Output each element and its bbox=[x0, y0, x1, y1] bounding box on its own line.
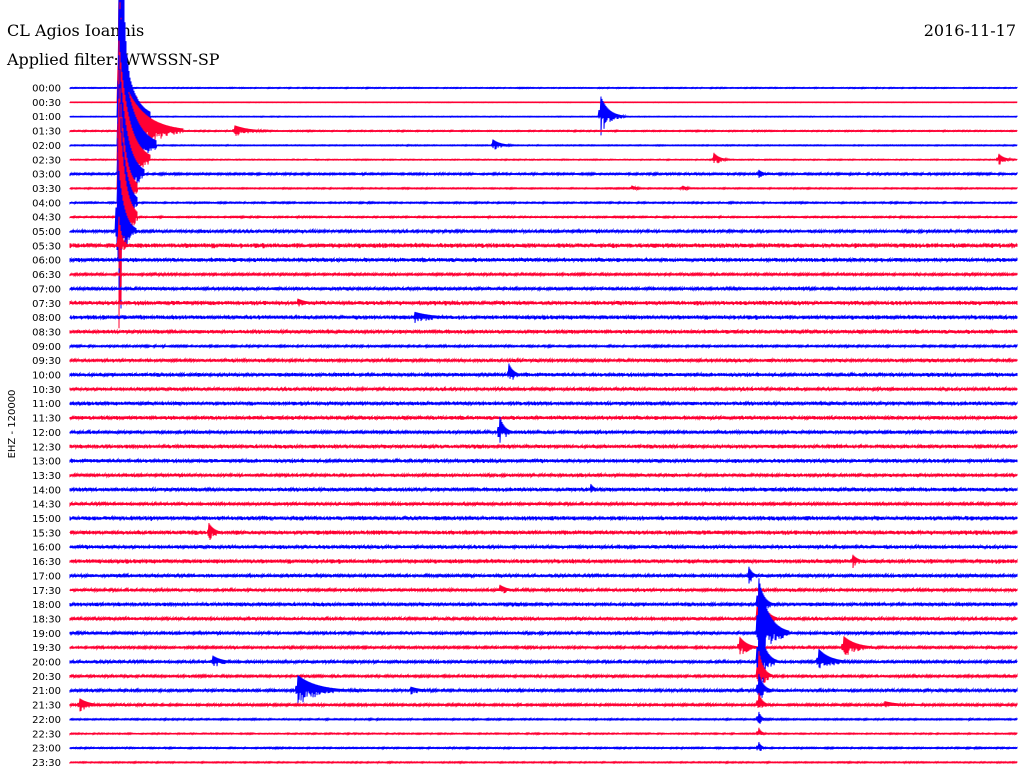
trace-line bbox=[69, 98, 1018, 329]
time-tick-label: 09:00 bbox=[32, 342, 61, 353]
time-tick-label: 14:00 bbox=[32, 485, 61, 496]
trace-line bbox=[69, 584, 1018, 594]
trace-line bbox=[69, 416, 1018, 443]
time-tick-label: 17:30 bbox=[32, 586, 61, 597]
trace-line bbox=[69, 0, 1018, 185]
trace-line bbox=[69, 26, 1018, 220]
time-tick-label: 13:30 bbox=[32, 471, 61, 482]
trace-line bbox=[69, 363, 1018, 380]
time-tick-label: 18:30 bbox=[32, 614, 61, 625]
time-tick-label: 06:30 bbox=[32, 270, 61, 281]
time-tick-label: 12:00 bbox=[32, 428, 61, 439]
time-tick-label: 15:30 bbox=[32, 528, 61, 539]
trace-line bbox=[69, 483, 1018, 493]
trace-line bbox=[69, 579, 1018, 620]
time-tick-label: 07:00 bbox=[32, 284, 61, 295]
time-tick-label: 20:30 bbox=[32, 672, 61, 683]
time-tick-label: 10:30 bbox=[32, 385, 61, 396]
time-tick-label: 03:30 bbox=[32, 184, 61, 195]
time-tick-label: 05:30 bbox=[32, 241, 61, 252]
time-tick-label: 02:00 bbox=[32, 141, 61, 152]
time-tick-label: 08:00 bbox=[32, 313, 61, 324]
time-tick-label: 19:00 bbox=[32, 629, 61, 640]
time-tick-label: 12:30 bbox=[32, 442, 61, 453]
trace-line bbox=[69, 673, 1018, 704]
time-tick-label: 03:00 bbox=[32, 170, 61, 181]
time-tick-label: 21:30 bbox=[32, 701, 61, 712]
time-tick-label: 08:30 bbox=[32, 327, 61, 338]
time-tick-label: 15:00 bbox=[32, 514, 61, 525]
time-tick-label: 17:00 bbox=[32, 571, 61, 582]
time-tick-label: 23:30 bbox=[32, 758, 61, 769]
trace-line bbox=[69, 578, 1018, 682]
trace-line bbox=[69, 636, 1018, 655]
time-tick-label: 18:00 bbox=[32, 600, 61, 611]
trace-line bbox=[69, 711, 1018, 724]
trace-line bbox=[69, 69, 1018, 265]
time-tick-labels: 00:00 00:30 01:00 01:30 02:00 02:30 03:00 03:30… bbox=[32, 84, 61, 769]
time-tick-label: 11:30 bbox=[32, 414, 61, 425]
time-tick-label: 02:30 bbox=[32, 155, 61, 166]
trace-line bbox=[69, 159, 1018, 290]
trace-line bbox=[69, 0, 1018, 212]
trace-line bbox=[69, 84, 1018, 287]
time-tick-label: 19:30 bbox=[32, 643, 61, 654]
time-tick-label: 11:00 bbox=[32, 399, 61, 410]
time-tick-label: 10:00 bbox=[32, 371, 61, 382]
time-tick-label: 05:00 bbox=[32, 227, 61, 238]
time-tick-label: 04:30 bbox=[32, 213, 61, 224]
time-tick-label: 00:30 bbox=[32, 98, 61, 109]
time-tick-label: 22:30 bbox=[32, 729, 61, 740]
time-tick-label: 20:00 bbox=[32, 658, 61, 669]
time-tick-label: 07:30 bbox=[32, 299, 61, 310]
trace-line bbox=[69, 618, 1018, 683]
time-tick-label: 06:00 bbox=[32, 256, 61, 267]
time-tick-label: 00:00 bbox=[32, 84, 61, 95]
trace-line bbox=[69, 40, 1018, 253]
trace-line bbox=[69, 522, 1018, 541]
time-tick-label: 04:00 bbox=[32, 198, 61, 209]
trace-line bbox=[69, 566, 1018, 584]
time-tick-label: 21:00 bbox=[32, 686, 61, 697]
trace-group bbox=[69, 0, 1018, 765]
time-tick-label: 01:30 bbox=[32, 127, 61, 138]
time-tick-label: 16:30 bbox=[32, 557, 61, 568]
time-tick-label: 09:30 bbox=[32, 356, 61, 367]
time-tick-label: 14:30 bbox=[32, 500, 61, 511]
time-tick-label: 01:00 bbox=[32, 112, 61, 123]
trace-line bbox=[69, 742, 1018, 751]
time-tick-label: 23:00 bbox=[32, 744, 61, 755]
time-tick-label: 16:00 bbox=[32, 543, 61, 554]
time-tick-label: 13:00 bbox=[32, 457, 61, 468]
station-title: CL Agios Ioannis bbox=[7, 21, 145, 40]
filter-label: Applied filter: WWSSN-SP bbox=[7, 50, 220, 69]
time-tick-label: 22:00 bbox=[32, 715, 61, 726]
channel-label: EHZ - 120000 bbox=[7, 390, 18, 459]
date-label: 2016-11-17 bbox=[923, 21, 1016, 40]
trace-line bbox=[69, 692, 1018, 712]
